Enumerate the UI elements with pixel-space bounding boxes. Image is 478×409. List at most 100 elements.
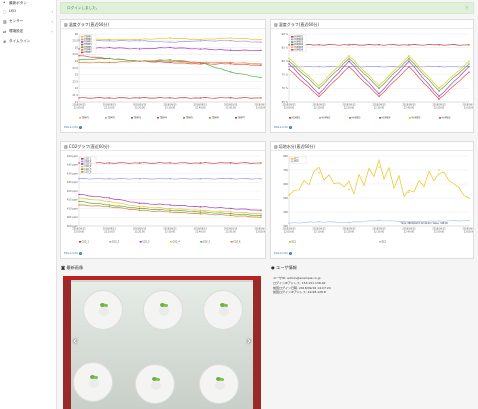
sidebar-item-timeline[interactable]: ⊕ タイムライン: [0, 36, 56, 46]
more-info-link[interactable]: More info ›: [64, 125, 83, 129]
camera-icon: ◙: [61, 265, 67, 270]
data-point: [169, 97, 171, 99]
x-tick-label: 2018/09/15: [224, 104, 238, 107]
user-icon: ●: [271, 265, 276, 270]
series-line: [78, 204, 262, 218]
data-point: [378, 65, 380, 68]
legend-label: CO2_4: [84, 165, 92, 168]
data-point: [169, 162, 171, 164]
carousel-next-button[interactable]: ›: [246, 336, 251, 347]
more-info-link[interactable]: More info ›: [274, 251, 293, 255]
data-point: [199, 63, 202, 65]
data-point: [408, 57, 410, 60]
data-point: [199, 206, 202, 208]
data-point: [78, 40, 80, 42]
more-info-link[interactable]: More info ›: [274, 125, 293, 129]
data-point: [318, 93, 320, 95]
data-point: [468, 65, 470, 68]
bottom-legend-label: HUMID1: [292, 116, 301, 119]
legend-swatch: [81, 36, 84, 38]
data-point: [229, 162, 232, 164]
y-tick-label: 420 ppm: [67, 189, 79, 193]
carousel-prev-button[interactable]: ‹: [73, 336, 78, 347]
data-point: [260, 162, 262, 164]
legend-label: HUMID3: [294, 41, 303, 44]
data-point: [229, 178, 232, 180]
data-point: [108, 197, 111, 199]
data-point: [229, 207, 232, 210]
legend-label: TEMP7: [84, 51, 92, 54]
x-tick-label: 22:20:00: [135, 230, 146, 233]
data-point: [108, 61, 111, 64]
latest-image-carousel[interactable]: ‹ ›: [63, 276, 261, 409]
x-tick-label: 2018/09/15: [194, 228, 208, 231]
data-point: [169, 204, 171, 206]
data-point: [288, 63, 290, 65]
data-point: [378, 93, 380, 95]
y-tick-label: 23.5: [72, 66, 78, 70]
x-tick-label: 2018/09/15: [254, 228, 265, 231]
legend-swatch: [291, 36, 294, 38]
chart-icon: ▥: [274, 22, 278, 27]
image-frame-right: [253, 280, 261, 409]
data-point: [138, 38, 141, 41]
data-point: [260, 63, 262, 65]
legend-label: CO2_1: [84, 157, 92, 160]
legend-label: TEMP1: [84, 35, 92, 38]
data-point: [408, 60, 410, 62]
data-point: [378, 84, 380, 87]
data-point: [229, 97, 232, 99]
bottom-legend-label: HUMID2: [322, 116, 331, 119]
bottom-legend-label: CO2_3: [142, 240, 150, 243]
x-tick-label: 2018/09/15: [312, 104, 326, 107]
bottom-legend-swatch: [349, 117, 351, 119]
legend-label: TEMP3: [84, 41, 92, 44]
more-info-link[interactable]: More info ›: [64, 251, 83, 255]
data-point: [288, 57, 290, 60]
data-point: [138, 162, 141, 164]
humidity-chart: 90 %85 %80 %75 %70 %65 %2018/09/1522:00:…: [282, 32, 473, 120]
sidebar-item-latest[interactable]: • 最新ボタン: [0, 0, 56, 6]
data-point: [438, 98, 440, 100]
data-point: [169, 60, 171, 62]
data-point: [199, 38, 202, 41]
data-point: [260, 64, 262, 66]
data-point: [229, 61, 232, 64]
data-point: [108, 46, 111, 49]
data-point: [348, 55, 350, 57]
data-point: [199, 213, 202, 215]
bottom-legend-label: TEMP4: [160, 116, 168, 119]
sidebar-item-led[interactable]: ◌ LED ‹: [0, 6, 56, 16]
data-point: [468, 44, 470, 46]
data-point: [288, 222, 290, 224]
x-tick-label: 22:00:00: [74, 106, 85, 109]
legend-swatch: [291, 46, 294, 48]
data-point: [468, 60, 470, 62]
data-point: [229, 213, 232, 215]
bottom-legend-label: CO2_5: [203, 240, 211, 243]
legend-swatch: [81, 38, 84, 41]
plant-pot: [135, 364, 175, 404]
close-icon[interactable]: ×: [464, 5, 469, 11]
x-tick-label: 2018/09/15: [312, 228, 326, 231]
bottom-legend-swatch: [200, 241, 203, 243]
x-tick-label: 2018/09/15: [133, 104, 147, 107]
x-tick-label: 2018/09/15: [103, 228, 117, 231]
co2-chart: 440 ppm 435 ppm 430 ppm 425 ppm 420 ppm 415 p…: [67, 154, 265, 244]
sidebar-item-settings[interactable]: ⇌ 環境設定 ‹: [0, 26, 56, 36]
data-point: [229, 211, 232, 213]
data-point: [468, 71, 470, 73]
chart-icon: ▥: [3, 18, 7, 24]
bottom-legend-label: HUMID5: [412, 116, 421, 119]
data-point: [260, 76, 262, 79]
data-point: [199, 211, 202, 213]
bottom-legend-swatch: [209, 117, 211, 119]
image-frame-left: [63, 280, 71, 409]
data-point: [348, 188, 350, 191]
sidebar-item-sensor[interactable]: ▥ センサー ‹: [0, 16, 56, 26]
bottom-legend-swatch: [230, 241, 233, 243]
legend-swatch: [291, 158, 294, 160]
